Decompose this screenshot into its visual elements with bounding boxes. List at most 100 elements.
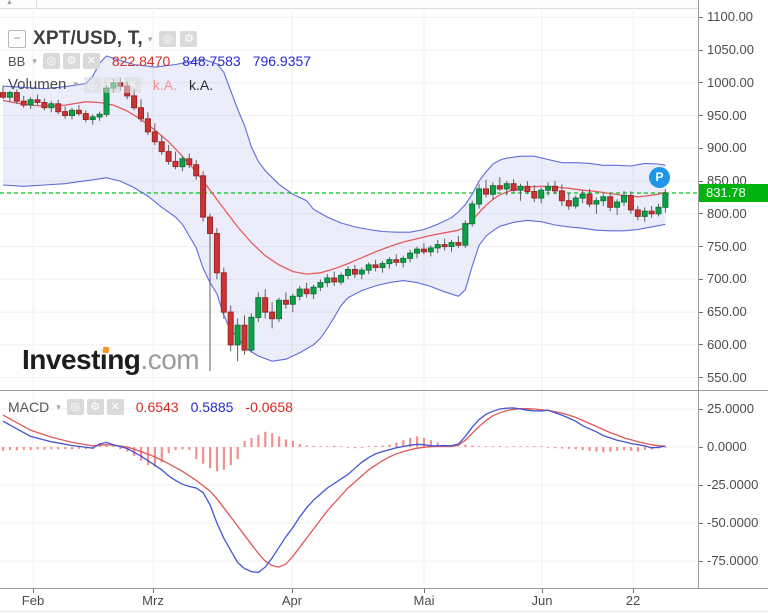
close-icon[interactable]: ✕: [106, 399, 124, 415]
eye-icon[interactable]: ◎: [66, 399, 84, 415]
investing-logo: Investing.com: [22, 344, 200, 376]
candle: [172, 160, 179, 168]
collapse-chart-button[interactable]: −: [8, 30, 26, 48]
gear-icon[interactable]: ⚙: [103, 76, 121, 93]
volume-label[interactable]: Volumen: [8, 76, 67, 93]
eye-icon[interactable]: ◎: [42, 53, 60, 69]
candle: [255, 297, 262, 318]
chevron-down-icon[interactable]: ▾: [32, 55, 37, 66]
price-axis-label: 1000.00: [707, 74, 754, 90]
macd-grid: [0, 391, 698, 588]
volume-value-na: k.A.: [152, 76, 178, 93]
candle: [662, 192, 669, 208]
position-marker-p[interactable]: P: [649, 167, 670, 188]
candle: [82, 113, 89, 120]
time-axis-tick: [292, 589, 293, 593]
macd-chart-canvas[interactable]: [0, 391, 698, 588]
macd-axis-label-tick: [699, 446, 703, 448]
gear-icon[interactable]: ⚙: [62, 53, 80, 69]
macd-axis-label-tick: [699, 522, 703, 524]
candle: [55, 103, 62, 113]
gear-icon[interactable]: ⚙: [180, 31, 198, 47]
price-axis-label-tick: [699, 180, 703, 182]
candle: [158, 141, 165, 153]
candle: [220, 272, 227, 313]
price-axis-label-tick: [699, 16, 703, 18]
candle: [296, 288, 303, 297]
panel-collapse-arrow-icon[interactable]: ▲: [6, 0, 13, 6]
candle: [524, 185, 531, 193]
price-axis-label-tick: [699, 278, 703, 280]
candle: [262, 297, 269, 313]
macd-axis-label-tick: [699, 560, 703, 562]
candle: [400, 257, 407, 263]
volume-indicator-row: Volumen ▾ ◎ ⚙ ✕ k.A. k.A.: [8, 76, 213, 93]
macd-signal-line: [2, 408, 666, 568]
candle: [144, 118, 151, 133]
price-axis-label: 1050.00: [707, 42, 754, 58]
bb-upper-line: [2, 55, 666, 233]
time-axis-tick: [424, 589, 425, 593]
candle: [303, 288, 310, 295]
price-axis-label: 700.00: [707, 271, 747, 287]
candle: [338, 274, 345, 283]
candle: [0, 92, 6, 98]
time-axis[interactable]: Feb Mrz Apr Mai Jun 22: [0, 589, 768, 613]
candle: [545, 185, 552, 191]
candle: [234, 324, 241, 346]
candle: [138, 107, 144, 120]
candle: [455, 242, 462, 246]
close-icon[interactable]: ✕: [123, 76, 141, 93]
candle: [469, 203, 476, 225]
candle: [538, 189, 545, 199]
panel-separator[interactable]: [0, 390, 768, 391]
bb-indicator-row: BB ▾ ◎ ⚙ ✕ 822.8470 848.7583 796.9357: [8, 53, 311, 69]
candle: [552, 185, 558, 192]
price-chart-canvas[interactable]: [0, 8, 698, 390]
candle: [441, 244, 448, 248]
candle: [420, 248, 427, 253]
symbol-title[interactable]: XPT/USD, T,: [33, 28, 143, 49]
candle: [282, 299, 289, 305]
candle: [248, 316, 255, 351]
macd-axis-label: -25.0000: [707, 477, 759, 492]
time-axis-label: 22: [625, 593, 641, 608]
chevron-down-icon[interactable]: ▾: [147, 33, 153, 44]
candle: [593, 200, 600, 205]
close-icon[interactable]: ✕: [82, 53, 100, 69]
candle: [241, 324, 248, 351]
chart-bottom-edge: [0, 611, 768, 612]
candle: [579, 193, 586, 199]
candle: [372, 264, 379, 268]
candle: [193, 164, 200, 177]
bb-label[interactable]: BB: [8, 53, 26, 69]
candle: [34, 99, 41, 103]
gear-icon[interactable]: ⚙: [86, 399, 104, 415]
candle: [407, 252, 414, 259]
candle: [621, 195, 627, 203]
price-axis[interactable]: 1100.00 1050.00 1000.00 950.00 900.00 850.00 8…: [698, 0, 768, 588]
candle: [345, 269, 351, 276]
candle: [27, 99, 34, 106]
price-axis-label: 550.00: [707, 369, 747, 385]
logo-suffix-text: .com: [140, 344, 200, 375]
candle: [165, 151, 172, 162]
candle: [151, 131, 158, 143]
candle: [48, 103, 55, 109]
chevron-down-icon[interactable]: ▾: [73, 79, 78, 89]
candle: [517, 185, 524, 191]
chevron-down-icon[interactable]: ▾: [56, 401, 61, 412]
candle: [627, 195, 634, 211]
macd-label[interactable]: MACD: [8, 399, 50, 415]
macd-axis-label: -75.0000: [707, 553, 759, 568]
candle: [75, 109, 82, 115]
bb-band-fill: [3, 56, 666, 362]
candle: [331, 277, 338, 283]
eye-icon[interactable]: ◎: [83, 76, 101, 93]
macd-line: [2, 407, 666, 574]
candles: [0, 77, 669, 371]
price-axis-label-tick: [699, 82, 703, 84]
eye-icon[interactable]: ◎: [159, 31, 177, 47]
candle: [20, 100, 27, 106]
